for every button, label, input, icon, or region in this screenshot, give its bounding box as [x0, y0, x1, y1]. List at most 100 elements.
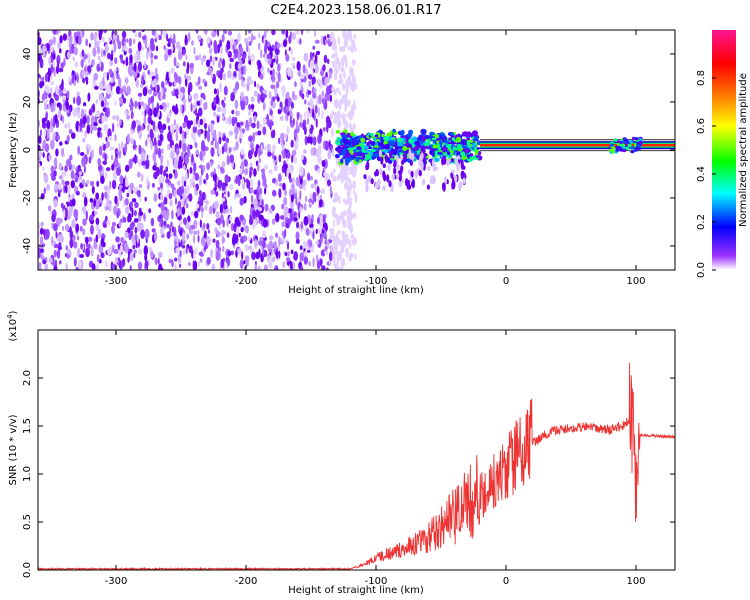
noise-speck	[119, 118, 122, 126]
noise-speck	[280, 132, 285, 141]
noise-speck	[103, 223, 107, 228]
noise-speck	[238, 232, 241, 238]
noise-speck	[282, 182, 286, 191]
scatter-speck	[365, 177, 369, 187]
noise-speck	[247, 54, 251, 61]
noise-speck	[312, 52, 315, 57]
scatter-speck	[366, 161, 370, 170]
noise-speck	[284, 228, 287, 238]
noise-speck	[253, 218, 256, 229]
noise-speck	[114, 57, 118, 65]
noise-speck	[237, 175, 241, 187]
noise-speck	[342, 94, 348, 99]
noise-speck	[334, 193, 339, 202]
noise-speck	[215, 141, 219, 150]
signal-burst-speck	[437, 146, 441, 150]
noise-speck	[263, 218, 268, 228]
scatter-speck	[393, 167, 397, 175]
noise-speck	[226, 155, 230, 166]
noise-speck	[270, 121, 274, 126]
noise-speck	[77, 235, 80, 241]
noise-speck	[244, 225, 249, 234]
noise-speck	[328, 260, 332, 266]
blob-speck	[611, 146, 616, 150]
noise-speck	[146, 176, 149, 187]
noise-speck	[263, 30, 267, 40]
noise-speck	[262, 117, 266, 126]
noise-speck	[93, 241, 98, 250]
noise-speck	[254, 264, 258, 270]
noise-speck	[306, 30, 310, 34]
noise-speck	[67, 184, 71, 195]
noise-speck	[41, 117, 46, 125]
noise-speck	[117, 40, 122, 50]
noise-speck	[210, 73, 214, 79]
noise-speck	[233, 41, 237, 50]
noise-speck	[38, 37, 42, 46]
noise-speck	[39, 58, 44, 66]
noise-speck	[169, 199, 173, 207]
noise-speck	[197, 261, 200, 267]
noise-speck	[206, 223, 210, 230]
noise-speck	[292, 90, 295, 101]
noise-speck	[141, 35, 147, 41]
noise-speck	[67, 207, 73, 218]
noise-speck	[223, 135, 227, 142]
noise-speck	[167, 42, 171, 48]
noise-speck	[110, 77, 113, 84]
noise-speck	[166, 102, 170, 109]
spectrogram-x-axis-label: Height of straight line (km)	[288, 285, 424, 296]
noise-speck	[284, 252, 288, 256]
noise-speck	[303, 52, 309, 62]
noise-speck	[170, 123, 175, 133]
noise-speck	[321, 109, 324, 120]
noise-speck	[299, 38, 302, 45]
noise-speck	[59, 260, 62, 265]
scatter-speck	[452, 179, 456, 190]
noise-speck	[323, 127, 326, 132]
noise-speck	[179, 229, 183, 237]
noise-speck	[110, 54, 114, 62]
noise-speck	[151, 102, 154, 111]
noise-speck	[150, 217, 155, 227]
noise-speck	[101, 192, 104, 201]
noise-speck	[177, 180, 181, 186]
noise-speck	[327, 58, 330, 64]
noise-speck	[104, 171, 108, 179]
noise-speck	[295, 238, 300, 244]
noise-speck	[329, 228, 335, 236]
noise-speck	[263, 164, 268, 170]
signal-burst-speck	[373, 137, 377, 142]
noise-speck	[206, 132, 211, 143]
noise-speck	[318, 94, 322, 105]
noise-speck	[194, 95, 198, 101]
noise-speck	[241, 128, 246, 134]
noise-speck	[240, 161, 245, 170]
noise-speck	[213, 88, 217, 95]
noise-speck	[303, 111, 306, 120]
noise-speck	[303, 202, 307, 211]
noise-speck	[331, 45, 336, 51]
noise-speck	[234, 193, 237, 200]
noise-speck	[340, 257, 346, 268]
noise-speck	[275, 81, 280, 89]
noise-speck	[124, 243, 129, 254]
noise-speck	[333, 89, 337, 96]
signal-burst-speck	[460, 151, 466, 157]
noise-speck	[112, 205, 118, 216]
noise-speck	[111, 263, 116, 269]
noise-speck	[346, 177, 351, 184]
noise-speck	[296, 111, 300, 121]
scatter-speck	[447, 158, 451, 164]
noise-speck	[348, 99, 351, 107]
noise-speck	[100, 83, 103, 89]
noise-speck	[122, 60, 125, 65]
noise-speck	[120, 54, 123, 64]
noise-speck	[239, 127, 242, 133]
noise-speck	[98, 30, 102, 41]
noise-speck	[181, 206, 186, 215]
noise-speck	[143, 245, 148, 256]
noise-speck	[95, 223, 100, 232]
noise-speck	[314, 104, 318, 114]
y-tick-label: 2.0	[22, 370, 33, 386]
